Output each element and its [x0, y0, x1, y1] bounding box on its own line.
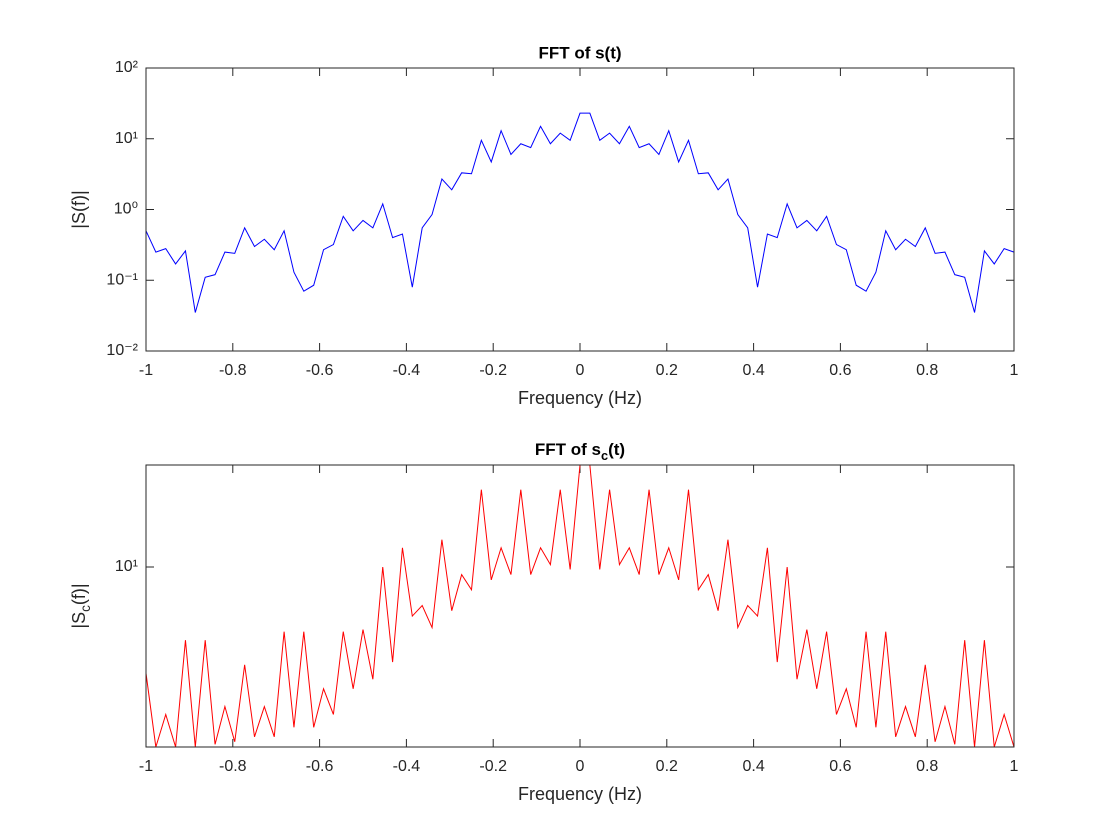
- y-tick-label: 10⁰: [114, 201, 138, 218]
- x-tick-label: 0.2: [656, 758, 678, 775]
- x-tick-label: 0.2: [656, 362, 678, 379]
- axes-background: [146, 68, 1014, 351]
- chart-title-main: FFT of s: [535, 440, 601, 459]
- y-axis-label: |S(f)|: [69, 190, 89, 228]
- x-tick-label: 0.8: [916, 758, 938, 775]
- x-tick-label: -0.4: [393, 758, 421, 775]
- chart-title-subscript: c: [601, 448, 608, 463]
- y-tick-label: 10⁻¹: [106, 271, 138, 288]
- axes-frame: [145, 464, 1015, 748]
- x-tick-label: 1: [1010, 362, 1019, 379]
- x-tick-label: 0.6: [829, 758, 851, 775]
- x-tick-label: -1: [139, 362, 153, 379]
- x-tick-label: 0: [576, 362, 585, 379]
- x-tick-label: 0.6: [829, 362, 851, 379]
- x-tick-label: 0.8: [916, 362, 938, 379]
- axes-frame: [145, 67, 1015, 352]
- y-axis-label-suffix: (f)|: [69, 583, 89, 605]
- x-tick-label: -0.4: [393, 362, 421, 379]
- y-tick-label: 10²: [115, 59, 139, 76]
- x-axis-label: Frequency (Hz): [518, 784, 642, 804]
- y-axis-label-subscript: c: [78, 605, 93, 612]
- axes-background: [146, 465, 1014, 747]
- x-tick-label: -0.6: [306, 758, 334, 775]
- x-tick-label: -0.6: [306, 362, 334, 379]
- x-tick-label: -1: [139, 758, 153, 775]
- x-axis-label: Frequency (Hz): [518, 388, 642, 408]
- chart-title: FFT of sc(t): [535, 440, 625, 463]
- x-tick-label: 0.4: [742, 362, 764, 379]
- x-tick-label: -0.2: [479, 758, 507, 775]
- x-tick-label: -0.2: [479, 362, 507, 379]
- x-tick-label: -0.8: [219, 758, 247, 775]
- data-line: [145, 112, 1015, 313]
- chart-title: FFT of s(t): [538, 43, 621, 62]
- y-tick-label: 10¹: [115, 130, 138, 147]
- y-tick-label: 10⁻²: [106, 342, 138, 359]
- x-tick-label: 1: [1010, 758, 1019, 775]
- x-tick-label: -0.8: [219, 362, 247, 379]
- y-tick-label: 10¹: [115, 558, 138, 575]
- y-axis-label: |Sc(f)|: [69, 583, 93, 628]
- x-tick-label: 0.4: [742, 758, 764, 775]
- x-tick-label: 0: [576, 758, 585, 775]
- chart-title-suffix: (t): [608, 440, 625, 459]
- y-axis-label-main: |S: [69, 612, 89, 629]
